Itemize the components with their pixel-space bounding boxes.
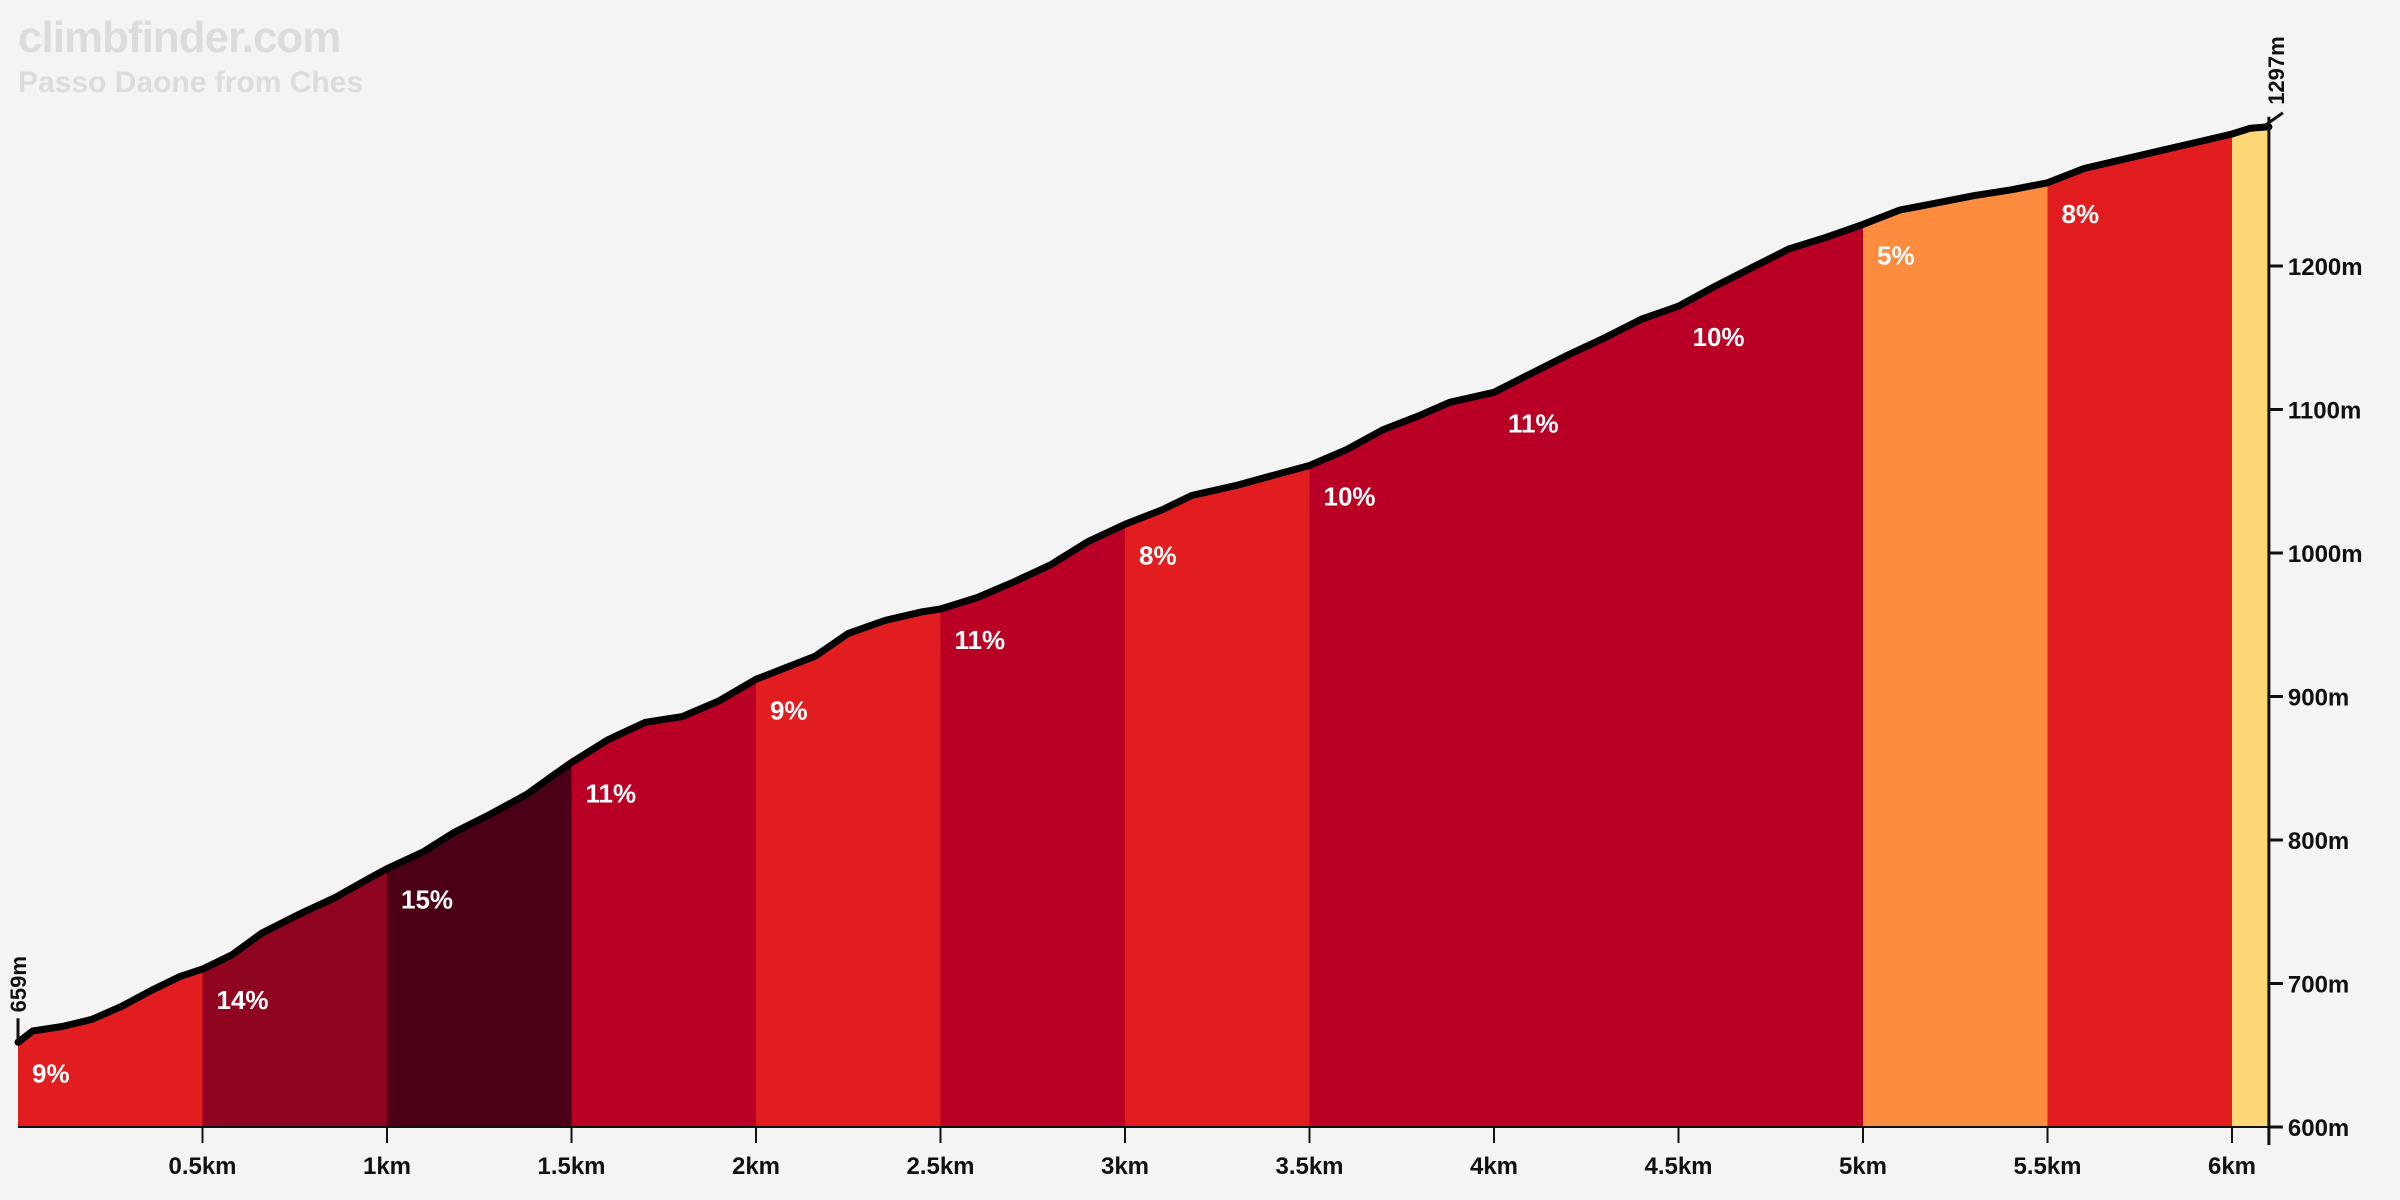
grade-label-0: 9%: [32, 1058, 70, 1088]
x-tick-label-10: 5.5km: [2013, 1153, 2081, 1180]
grade-label-1: 14%: [217, 985, 269, 1015]
x-tick-label-9: 5km: [1839, 1153, 1887, 1180]
grade-label-8: 11%: [1508, 408, 1559, 438]
end-elevation-label: 1297m: [2264, 36, 2289, 105]
segment-0: [18, 969, 203, 1127]
gradient-segments: [18, 126, 2269, 1128]
x-tick-label-4: 2.5km: [906, 1153, 974, 1180]
y-tick-label-0: 600m: [2288, 1115, 2349, 1142]
grade-label-6: 8%: [1139, 540, 1177, 570]
profile-outline: [14, 123, 2273, 1046]
grade-label-7: 10%: [1324, 482, 1376, 512]
y-tick-label-2: 800m: [2288, 828, 2349, 855]
x-tick-label-0: 0.5km: [168, 1153, 236, 1180]
y-tick-label-4: 1000m: [2288, 541, 2363, 568]
segment-4: [756, 609, 941, 1127]
x-tick-label-3: 2km: [732, 1153, 780, 1180]
grade-label-11: 8%: [2062, 199, 2100, 229]
segment-1: [202, 868, 387, 1127]
segment-2: [387, 762, 572, 1127]
x-tick-label-7: 4km: [1470, 1153, 1518, 1180]
grade-label-3: 11%: [586, 779, 637, 809]
grade-label-4: 9%: [770, 695, 808, 725]
x-tick-label-1: 1km: [363, 1153, 411, 1180]
profile-line: [14, 123, 2273, 1046]
x-tick-label-2: 1.5km: [537, 1153, 605, 1180]
segment-6: [1125, 465, 1310, 1127]
segment-8: [1494, 306, 1679, 1127]
grade-label-5: 11%: [955, 625, 1006, 655]
segment-5: [940, 524, 1125, 1127]
y-tick-label-5: 1100m: [2288, 398, 2361, 425]
segment-12: [2232, 126, 2269, 1128]
segment-9: [1678, 224, 1863, 1127]
x-tick-label-8: 4.5km: [1644, 1153, 1712, 1180]
gradient-labels: 9% 14% 15% 11% 9% 11% 8% 10% 11% 10% 5% 8%: [32, 199, 2099, 1089]
segment-10: [1863, 182, 2048, 1128]
start-elevation-label: 659m: [6, 956, 31, 1012]
grade-label-10: 5%: [1877, 240, 1915, 270]
segment-7: [1309, 392, 1494, 1127]
axes: 0.5km 1km 1.5km 2km 2.5km 3km 3.5km 4km 4.5km 5km…: [6, 36, 2363, 1180]
x-tick-label-6: 3.5km: [1275, 1153, 1343, 1180]
grade-label-2: 15%: [401, 885, 453, 915]
x-tick-label-11: 6km: [2208, 1153, 2256, 1180]
segment-3: [571, 679, 756, 1127]
grade-label-9: 10%: [1693, 322, 1745, 352]
y-tick-label-6: 1200m: [2288, 254, 2363, 281]
x-tick-label-5: 3km: [1101, 1153, 1149, 1180]
y-tick-label-3: 900m: [2288, 685, 2349, 712]
end-elevation-tick: [2262, 111, 2284, 129]
climb-title: Passo Daone from Ches: [18, 66, 364, 99]
site-watermark: climbfinder.com: [18, 13, 341, 62]
y-tick-label-1: 700m: [2288, 972, 2349, 999]
segment-11: [2047, 134, 2232, 1127]
